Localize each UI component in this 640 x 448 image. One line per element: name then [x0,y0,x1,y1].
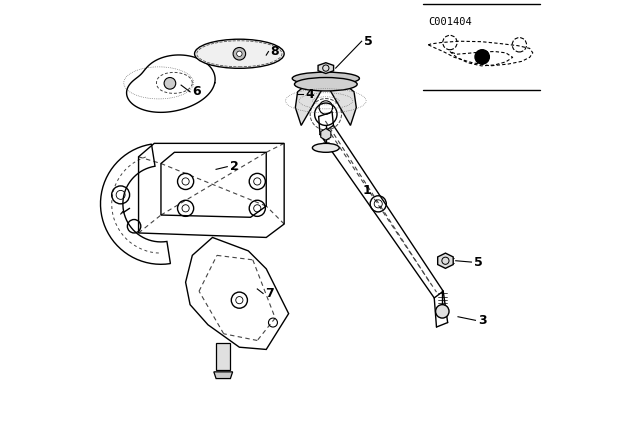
Text: C001404: C001404 [428,17,472,26]
Text: 4: 4 [306,87,314,101]
Circle shape [164,78,176,89]
Circle shape [436,305,449,318]
Text: 5: 5 [474,255,483,269]
Text: 2: 2 [230,160,238,173]
Polygon shape [318,63,333,73]
Circle shape [237,51,242,56]
Text: 7: 7 [266,287,274,300]
Polygon shape [296,83,356,125]
Text: 8: 8 [271,45,279,58]
Polygon shape [321,129,331,140]
Ellipse shape [292,72,360,85]
Text: 6: 6 [192,85,201,99]
Ellipse shape [294,78,357,91]
Ellipse shape [312,143,339,152]
Text: 5: 5 [364,34,372,48]
Polygon shape [214,372,233,379]
Text: 3: 3 [477,314,486,327]
Ellipse shape [195,39,284,69]
Text: 1: 1 [362,184,371,197]
Polygon shape [438,253,453,268]
Polygon shape [216,343,230,370]
Circle shape [233,47,246,60]
Circle shape [475,50,490,64]
